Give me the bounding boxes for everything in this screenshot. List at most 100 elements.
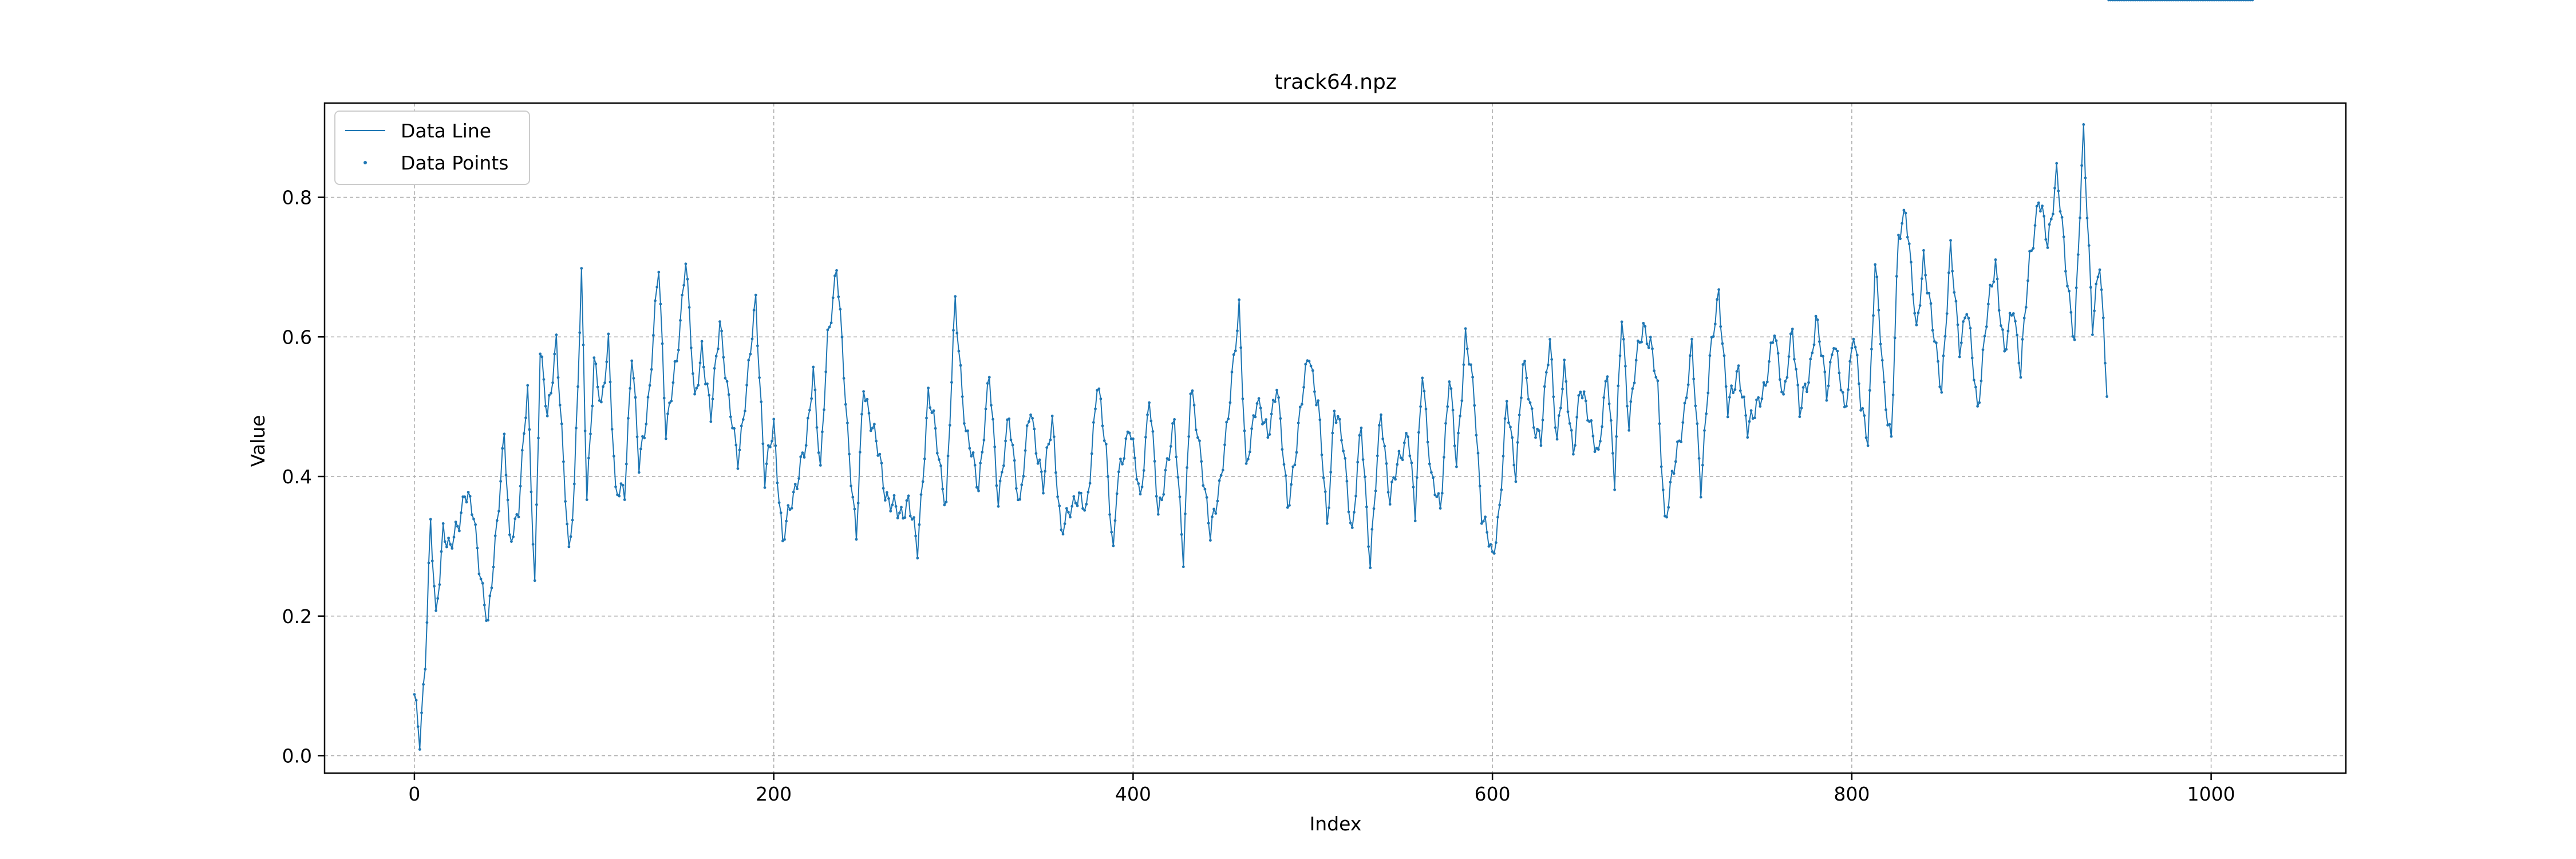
data-point — [1937, 360, 1939, 363]
data-point — [1591, 435, 1595, 438]
data-point — [1737, 364, 1740, 367]
data-point — [1029, 413, 1032, 416]
data-point — [1649, 336, 1652, 339]
data-point — [1953, 291, 1956, 294]
data-point — [526, 384, 530, 387]
data-point — [1191, 389, 1194, 392]
data-point — [1557, 414, 1560, 417]
data-point — [1518, 413, 1521, 416]
data-point — [1236, 329, 1239, 333]
data-point — [984, 407, 987, 411]
data-point — [1620, 320, 1623, 324]
data-point — [718, 320, 721, 323]
data-point — [823, 408, 825, 411]
data-point — [986, 382, 989, 385]
data-point — [2071, 334, 2075, 338]
legend: Data Line Data Points — [334, 111, 530, 185]
data-point — [1460, 399, 1464, 403]
data-point — [1406, 435, 1410, 439]
data-point — [697, 384, 700, 387]
data-point — [1762, 381, 1765, 384]
data-point — [460, 511, 463, 514]
data-point — [1243, 429, 1246, 432]
data-point — [2048, 223, 2051, 226]
data-point — [1776, 352, 1780, 355]
data-point — [1209, 539, 1212, 542]
data-point — [1694, 404, 1697, 408]
data-point — [882, 487, 885, 490]
data-point — [1983, 334, 1986, 338]
data-point — [955, 332, 959, 335]
data-point — [815, 426, 819, 429]
data-point — [598, 399, 601, 402]
data-point — [1401, 458, 1404, 462]
data-point — [1153, 460, 1156, 463]
data-point — [828, 325, 831, 329]
data-point — [1667, 506, 1670, 509]
data-point — [508, 533, 511, 537]
data-point — [1690, 337, 1693, 341]
data-point — [479, 577, 483, 581]
data-point — [1424, 407, 1428, 411]
data-point — [2039, 210, 2042, 213]
data-point — [1448, 380, 1451, 383]
data-point — [1374, 489, 1377, 492]
data-point — [600, 400, 603, 404]
data-point — [1178, 495, 1182, 498]
data-points — [413, 0, 2254, 751]
data-point — [2104, 361, 2107, 365]
data-point — [1640, 340, 1643, 344]
data-point — [776, 481, 779, 484]
data-point — [1755, 398, 1758, 401]
data-point — [692, 372, 694, 375]
data-point — [1597, 448, 1600, 451]
data-point — [1085, 503, 1088, 506]
data-point — [1601, 425, 1604, 428]
data-point — [1171, 422, 1174, 425]
data-point — [1793, 357, 1796, 361]
data-point — [504, 474, 508, 477]
data-point — [1805, 390, 1808, 393]
data-point — [1052, 435, 1056, 439]
data-point — [1140, 485, 1144, 488]
data-point — [602, 385, 605, 388]
data-point — [572, 482, 576, 486]
data-point — [1301, 403, 1303, 406]
data-point — [451, 547, 454, 550]
data-point — [542, 378, 546, 381]
data-point — [1911, 293, 1915, 296]
data-point — [1198, 439, 1201, 443]
data-point — [1360, 426, 1363, 430]
y-tick-label: 0.8 — [282, 187, 312, 209]
data-point — [950, 381, 953, 384]
data-point — [1730, 384, 1733, 388]
data-point — [447, 537, 450, 539]
data-point — [592, 356, 596, 360]
data-point — [1816, 318, 1819, 321]
data-point — [655, 285, 659, 289]
data-point — [853, 507, 856, 511]
data-point — [1906, 235, 1909, 239]
data-point — [1013, 459, 1016, 462]
data-point — [961, 395, 964, 398]
data-point — [1577, 394, 1581, 397]
data-point — [603, 381, 606, 384]
data-point — [1883, 380, 1886, 384]
data-point — [2084, 176, 2087, 180]
data-point — [948, 424, 951, 427]
data-point — [1724, 385, 1728, 388]
data-point — [2005, 348, 2008, 351]
data-point — [758, 376, 761, 379]
data-point — [796, 487, 799, 491]
data-point — [547, 394, 551, 397]
data-point — [414, 699, 418, 702]
data-point — [1859, 409, 1863, 412]
data-point — [1868, 389, 1871, 392]
data-point — [1065, 507, 1068, 510]
data-point — [1103, 439, 1106, 442]
data-point — [1514, 480, 1518, 483]
data-point — [424, 668, 427, 671]
data-point — [1473, 404, 1476, 407]
data-point — [1192, 404, 1196, 407]
data-point — [555, 333, 558, 337]
